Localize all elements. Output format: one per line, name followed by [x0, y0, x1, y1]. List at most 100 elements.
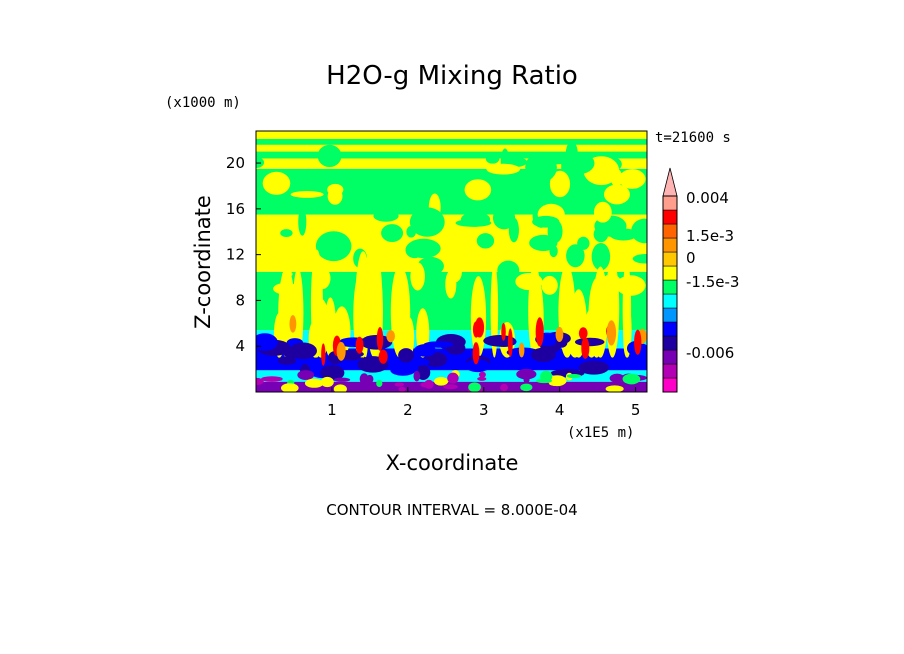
- field-low-patch: [578, 360, 609, 375]
- y-tick-label: 12: [226, 246, 245, 264]
- x-axis-label: X-coordinate: [386, 451, 519, 475]
- field-blob: [298, 207, 307, 236]
- colorbar-frame: [662, 195, 678, 393]
- field-blob: [447, 261, 462, 283]
- field-blob: [455, 219, 492, 227]
- field-core: [289, 315, 297, 333]
- time-label: t=21600 s: [655, 130, 731, 146]
- field-blob: [476, 233, 495, 249]
- colorbar-segment: [662, 209, 678, 225]
- colorbar-segment: [662, 251, 678, 267]
- field-blob: [616, 275, 646, 296]
- field-plume: [490, 263, 499, 358]
- field-surface-patch: [622, 373, 641, 385]
- field-blob: [565, 141, 578, 170]
- field-blob: [619, 169, 646, 189]
- field-low-patch: [390, 364, 416, 376]
- field-core: [535, 317, 544, 347]
- field-surface-patch: [605, 385, 624, 392]
- field-low-patch: [360, 334, 393, 350]
- field-stripe: [256, 139, 647, 145]
- y-ticks: 4 8 12 16 20: [226, 154, 261, 355]
- x-units-label: (x1E5 m): [567, 425, 634, 441]
- field-blob: [256, 156, 265, 169]
- field-core: [555, 326, 564, 343]
- field-blob: [497, 260, 520, 281]
- field-low-patch: [413, 344, 437, 357]
- field-blob: [549, 170, 571, 198]
- field-band: [256, 168, 647, 215]
- field-core: [378, 349, 388, 364]
- field-core: [578, 327, 588, 340]
- field-surface-patch: [394, 382, 404, 387]
- field-blob: [529, 234, 558, 252]
- field-surface-patch: [366, 374, 374, 384]
- colorbar-segment: [662, 349, 678, 365]
- field-low-patch: [277, 356, 297, 365]
- field-core: [581, 337, 590, 359]
- colorbar-label-4: -0.006: [686, 344, 734, 362]
- field-surface-patch: [304, 378, 324, 388]
- field-surface-patch: [536, 378, 553, 384]
- colorbar-segment: [662, 265, 678, 281]
- colorbar-triangle: [662, 167, 678, 197]
- field-core: [501, 323, 506, 341]
- field-low-patch: [256, 333, 278, 351]
- field-layer: [256, 131, 647, 392]
- field-blob: [593, 226, 609, 243]
- colorbar-label-0: 0.004: [686, 189, 729, 207]
- plot-frame: [255, 130, 648, 393]
- field-surface-patch: [609, 373, 625, 383]
- y-tick-label: 8: [235, 291, 245, 309]
- field-surface-patch: [477, 376, 487, 381]
- field-blob: [280, 229, 293, 238]
- field-blob: [410, 262, 425, 291]
- field-blob: [373, 210, 399, 222]
- field-surface-patch: [443, 384, 458, 390]
- field-stripe: [256, 151, 647, 159]
- field-core: [321, 343, 326, 366]
- x-tick-label: 1: [327, 401, 337, 419]
- y-tick-label: 4: [235, 337, 245, 355]
- field-low-patch: [617, 359, 647, 367]
- field-surface-patch: [261, 376, 283, 382]
- field-surface-patch: [398, 386, 406, 392]
- field-core: [376, 326, 384, 351]
- field-surface-patch: [376, 379, 383, 388]
- x-ticks: 1 2 3 4 5: [327, 387, 640, 419]
- field-blob: [327, 187, 343, 205]
- field-blob: [290, 191, 324, 198]
- colorbar: [662, 167, 678, 393]
- field-surface-patch: [468, 382, 481, 392]
- field-blob: [413, 242, 422, 249]
- field-core: [355, 336, 364, 354]
- field-blob: [632, 254, 647, 264]
- colorbar-segment: [662, 321, 678, 337]
- field-surface-patch: [433, 376, 449, 386]
- field-low-patch: [359, 358, 385, 371]
- field-blob: [409, 207, 445, 237]
- field-blob: [591, 242, 611, 271]
- x-tick-label: 5: [631, 401, 641, 419]
- field-core: [606, 320, 617, 346]
- field-surface-patch: [500, 383, 508, 392]
- field-blob: [464, 179, 492, 201]
- field-surface-patch: [281, 383, 299, 392]
- field-blob: [577, 236, 590, 250]
- field-surface-patch: [413, 370, 421, 382]
- colorbar-segment: [662, 195, 678, 211]
- field-core: [474, 317, 485, 338]
- field-surface-patch: [320, 376, 334, 388]
- colorbar-segment: [662, 377, 678, 393]
- field-blob: [593, 201, 612, 223]
- field-low-patch: [530, 347, 556, 362]
- field-surface-patch: [333, 377, 351, 382]
- field-low-patch: [412, 358, 430, 366]
- field-blob: [315, 231, 352, 262]
- field-plume: [390, 266, 409, 358]
- field-blob: [485, 154, 500, 164]
- y-units-label: (x1000 m): [165, 95, 241, 111]
- field-blob: [262, 171, 291, 195]
- field-core: [472, 342, 480, 365]
